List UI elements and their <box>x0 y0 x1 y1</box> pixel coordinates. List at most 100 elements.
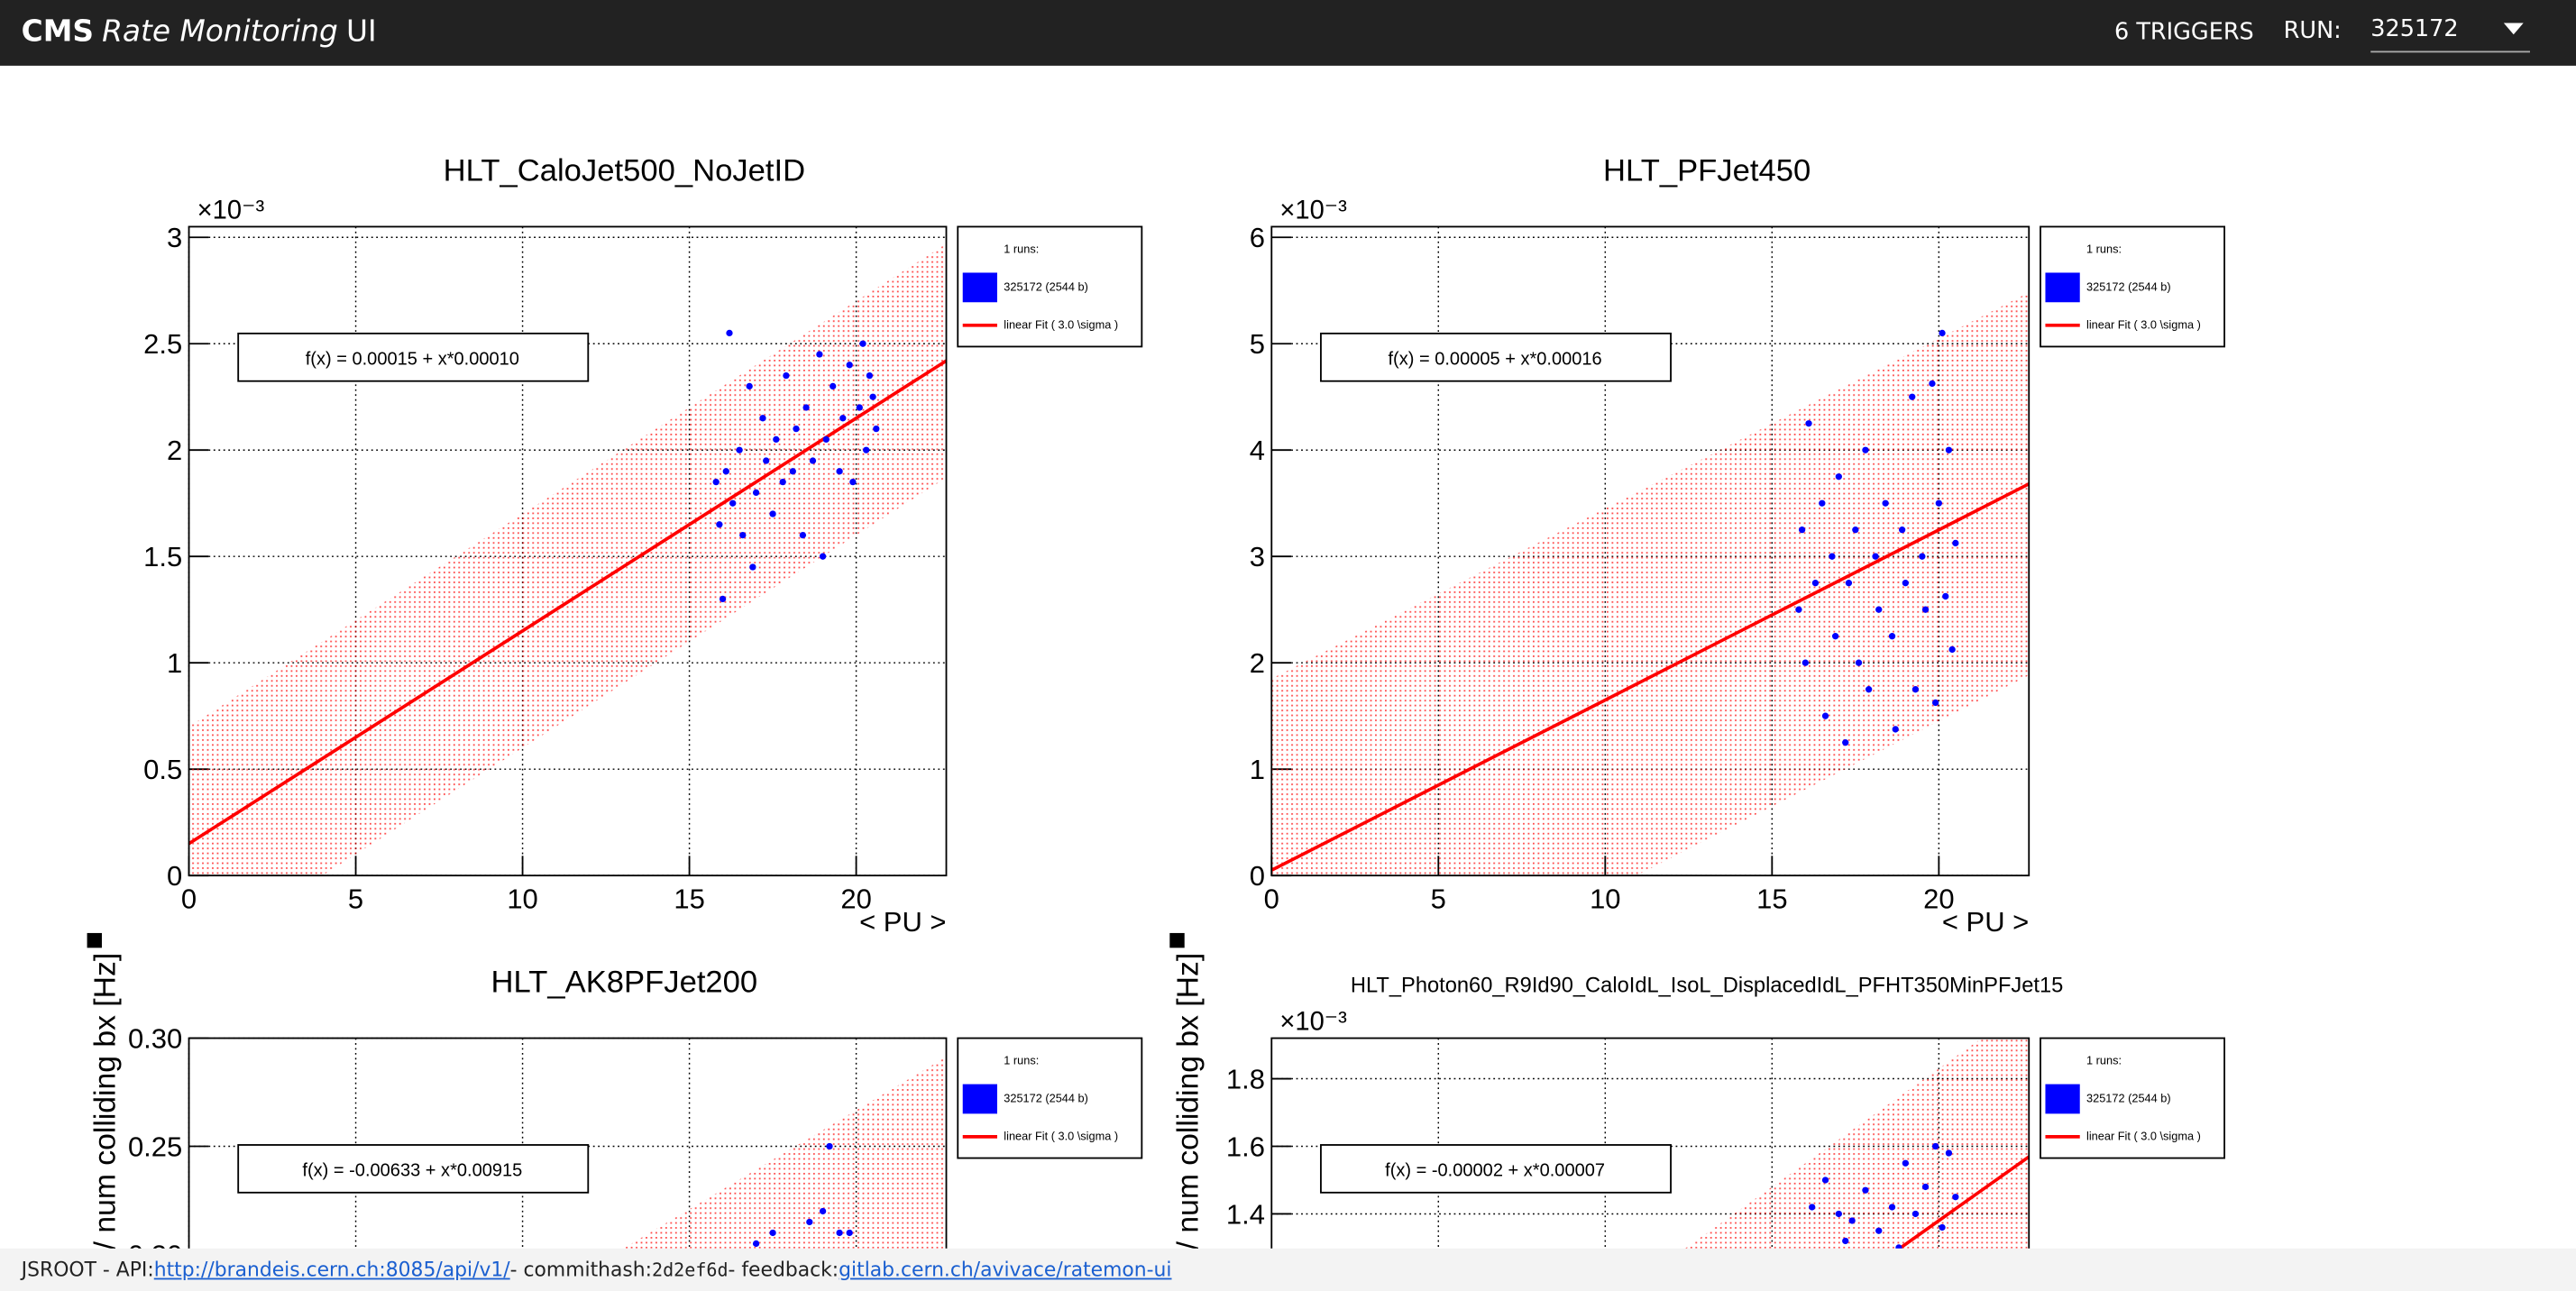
legend-title: 1 runs: <box>2086 243 2122 256</box>
data-point <box>1929 380 1936 388</box>
data-point <box>826 1142 833 1150</box>
legend-entry: 325172 (2544 b) <box>2086 1092 2171 1105</box>
x-tick-label: 10 <box>507 884 537 915</box>
data-point <box>846 362 853 369</box>
data-point <box>1939 329 1946 337</box>
x-axis-label: < PU > <box>859 906 946 938</box>
data-point <box>1888 633 1896 640</box>
y-tick-label: 0 <box>167 860 182 892</box>
legend-entry: linear Fit ( 3.0 \sigma ) <box>2086 1130 2201 1143</box>
data-point <box>1819 499 1826 507</box>
data-point <box>1911 1210 1920 1218</box>
y-multiplier: ×10⁻³ <box>1279 196 1347 224</box>
legend-entry: linear Fit ( 3.0 \sigma ) <box>2086 317 2201 331</box>
data-point <box>1945 1149 1953 1157</box>
fit-line <box>1271 482 2030 872</box>
y-tick-label: 5 <box>1250 328 1265 360</box>
x-tick-label: 5 <box>1431 884 1446 915</box>
data-point <box>1931 699 1939 707</box>
y-tick-label: 0 <box>1250 860 1265 892</box>
x-tick-label: 10 <box>1590 884 1620 915</box>
data-point <box>1939 1223 1946 1231</box>
data-point <box>1911 686 1920 693</box>
data-point <box>752 489 760 497</box>
triggers-button[interactable]: 6 TRIGGERS <box>2113 19 2254 47</box>
y-tick-label: 1.8 <box>1226 1063 1265 1094</box>
data-point <box>1935 499 1942 507</box>
chart-panel: HLT_Photon60_R9Id90_CaloIdL_IsoL_Displac… <box>1226 975 2225 1291</box>
data-point <box>1835 473 1842 481</box>
data-point <box>836 468 843 475</box>
legend-entry: 325172 (2544 b) <box>2086 280 2171 294</box>
y-tick-label: 2 <box>1250 647 1265 679</box>
api-link[interactable]: http://brandeis.cern.ch:8085/api/v1/ <box>153 1258 510 1282</box>
legend-swatch <box>2045 272 2080 303</box>
x-axis-label: < PU > <box>1942 906 2029 938</box>
x-tick-label: 15 <box>674 884 704 915</box>
data-point <box>802 404 810 411</box>
data-point <box>1821 1177 1829 1184</box>
y-tick-label: 2.5 <box>143 328 182 360</box>
data-point <box>726 329 733 337</box>
data-point <box>1921 1183 1930 1191</box>
dropdown-caret <box>2503 23 2524 35</box>
data-point <box>1952 539 1959 547</box>
plot-content <box>1271 292 2030 876</box>
legend-entry: 325172 (2544 b) <box>1004 280 1088 294</box>
data-point <box>1809 1204 1816 1211</box>
fit-label-box <box>1320 1144 1672 1194</box>
top-bar: CMS Rate Monitoring UI 6 TRIGGERS RUN: 325… <box>0 0 2576 66</box>
fit-label-box <box>1320 332 1672 382</box>
y-multiplier: ×10⁻³ <box>197 196 265 224</box>
data-point <box>1909 393 1916 400</box>
chart-title: HLT_CaloJet500_NoJetID <box>444 153 805 188</box>
y-axis-label: pre-deadtime unprescaled rate / num coll… <box>1170 953 1205 1291</box>
data-point <box>1821 712 1829 719</box>
data-point <box>866 371 874 380</box>
data-point <box>752 1240 760 1248</box>
feedback-link[interactable]: gitlab.cern.ch/avivace/ratemon-ui <box>839 1258 1172 1282</box>
fit-band <box>1271 292 2030 876</box>
data-point <box>799 531 807 539</box>
data-point <box>793 425 800 433</box>
data-point <box>716 521 723 528</box>
data-point <box>839 415 847 422</box>
axis-label-marker <box>87 932 102 948</box>
feedback-label: - feedback: <box>728 1258 839 1282</box>
data-point <box>856 404 863 411</box>
y-tick-label: 0.5 <box>143 754 182 785</box>
data-point <box>819 1207 827 1215</box>
data-point <box>1942 592 1949 600</box>
x-tick-label: 0 <box>181 884 197 915</box>
plot-content <box>1625 1038 2030 1291</box>
chart-title: HLT_Photon60_R9Id90_CaloIdL_IsoL_Displac… <box>1351 975 2063 998</box>
data-point <box>816 351 823 358</box>
data-point <box>729 499 737 507</box>
chart-panel: HLT_CaloJet500_NoJetID ×10⁻³ pre-deadtime … <box>87 153 1143 1291</box>
data-point <box>1882 499 1889 507</box>
run-select[interactable]: 325172 <box>2370 16 2530 53</box>
data-point <box>836 1229 843 1237</box>
data-point <box>1848 1217 1856 1224</box>
legend-title: 1 runs: <box>1004 243 1039 256</box>
y-axis-label: pre-deadtime unprescaled rate / num coll… <box>88 953 123 1291</box>
data-point <box>1875 1227 1883 1234</box>
data-point <box>759 415 766 422</box>
x-tick-label: 0 <box>1264 884 1279 915</box>
fit-label: f(x) = 0.00015 + x*0.00010 <box>306 349 519 369</box>
fit-label: f(x) = -0.00633 + x*0.00915 <box>302 1161 522 1181</box>
y-tick-label: 3 <box>1250 541 1265 572</box>
fit-band <box>188 243 947 876</box>
data-point <box>1902 1159 1909 1167</box>
commit-label: - commithash: <box>509 1258 653 1282</box>
y-tick-label: 6 <box>1250 222 1265 253</box>
app-suffix: UI <box>346 14 377 50</box>
data-point <box>1798 526 1806 534</box>
data-point <box>749 563 756 571</box>
data-point <box>1842 739 1849 746</box>
data-point <box>1921 606 1930 613</box>
chart-panel: HLT_PFJet450 ×10⁻³ pre-deadtime unprescale… <box>1169 153 2225 1291</box>
data-point <box>1811 580 1820 587</box>
